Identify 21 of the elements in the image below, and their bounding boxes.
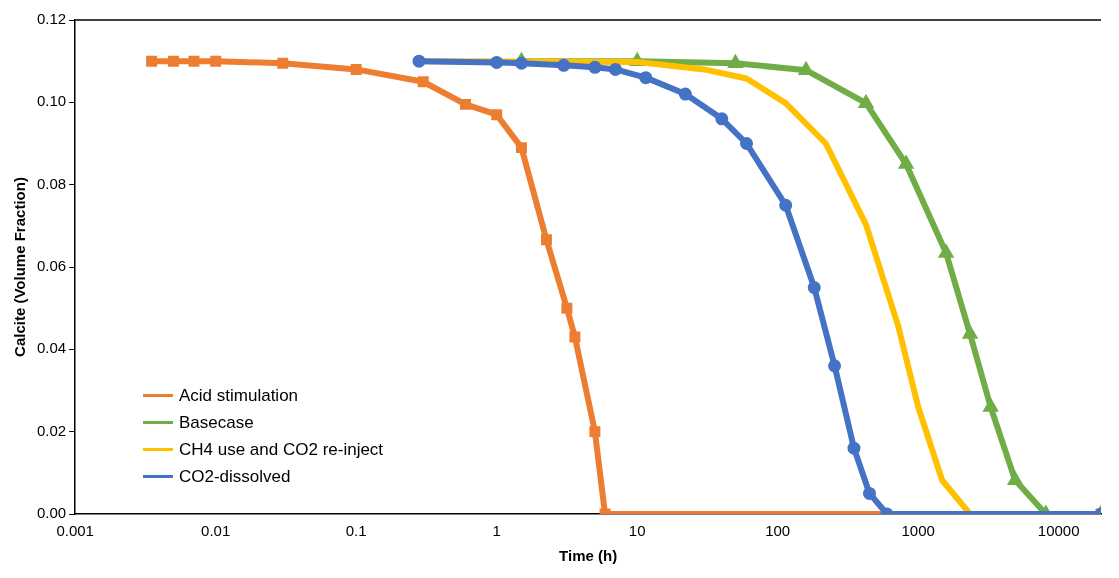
y-tick-label: 0.02 (36, 421, 67, 439)
legend-label: CO2-dissolved (179, 466, 291, 487)
x-axis-title: Time (h) (559, 547, 618, 565)
y-tick-label: 0.08 (36, 174, 67, 192)
x-tick-label: 1000 (901, 522, 935, 540)
y-axis-title: Calcite (Volume Fraction) (11, 177, 29, 357)
x-tick-label: 10000 (1037, 522, 1080, 540)
y-tick-label: 0.00 (36, 504, 67, 522)
y-tick-label: 0.10 (36, 92, 67, 110)
x-tick-label: 10 (628, 522, 646, 540)
y-tick-label: 0.06 (36, 257, 67, 275)
x-tick-label: 0.01 (201, 522, 231, 540)
y-tick-label: 0.12 (36, 10, 67, 28)
x-tick-label: 0.1 (345, 522, 367, 540)
x-tick-label: 1 (492, 522, 501, 540)
legend-label: CH4 use and CO2 re-inject (179, 439, 384, 460)
y-tick-label: 0.04 (36, 339, 67, 357)
x-tick-label: 0.001 (56, 522, 94, 540)
x-tick-label: 100 (765, 522, 791, 540)
legend-label: Basecase (179, 412, 254, 433)
legend-label: Acid stimulation (179, 385, 299, 406)
